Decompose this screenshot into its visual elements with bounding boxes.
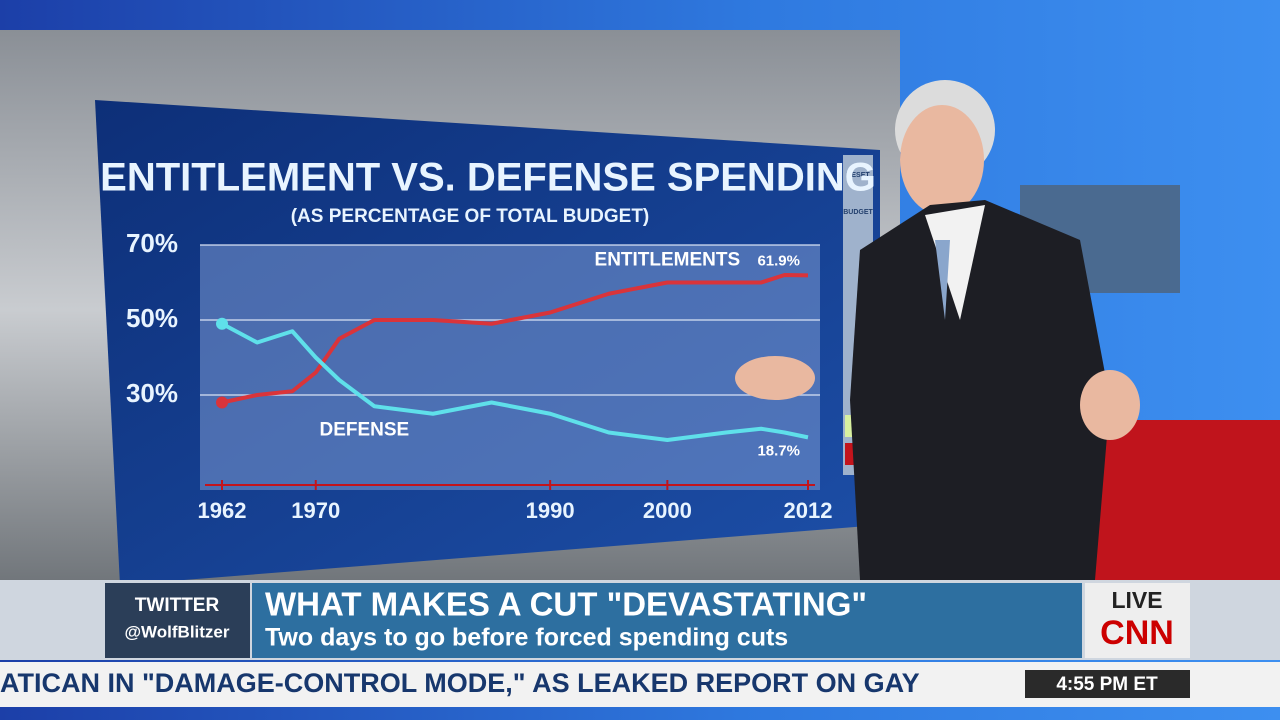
- tie: [935, 240, 950, 320]
- live-label: LIVE: [1111, 587, 1162, 613]
- series-label: ENTITLEMENTS: [595, 250, 741, 271]
- start-dot: [216, 396, 228, 409]
- plot-area: [200, 245, 820, 490]
- x-tick-label: 2012: [784, 498, 833, 523]
- face: [900, 105, 984, 215]
- x-tick-label: 1990: [526, 498, 575, 523]
- y-tick-label: 70%: [126, 228, 178, 258]
- twitter-box: [105, 583, 250, 658]
- x-tick-label: 1962: [198, 498, 247, 523]
- shirt: [925, 205, 985, 320]
- subhead: Two days to go before forced spending cu…: [265, 624, 788, 652]
- hand: [1080, 370, 1140, 440]
- button-label[interactable]: BUDGET: [843, 209, 873, 216]
- x-tick-label: 2000: [643, 498, 692, 523]
- y-tick-label: 30%: [126, 378, 178, 408]
- value-label: 61.9%: [757, 252, 800, 269]
- hand: [735, 356, 815, 400]
- headline: WHAT MAKES A CUT "DEVASTATING": [265, 586, 867, 623]
- ticker: ATICAN IN "DAMAGE-CONTROL MODE," AS LEAK…: [0, 668, 920, 698]
- chart-subtitle: (AS PERCENTAGE OF TOTAL BUDGET): [291, 206, 650, 227]
- network-logo: CNN: [1100, 614, 1174, 652]
- y-tick-label: 50%: [126, 303, 178, 333]
- button-label[interactable]: RESET: [846, 172, 870, 179]
- clock: 4:55 PM ET: [1056, 674, 1158, 695]
- clock-box: [1025, 670, 1190, 698]
- start-dot: [216, 317, 228, 330]
- anchor: [735, 80, 1140, 580]
- logo-box: [1085, 583, 1190, 658]
- chyron: TWITTER @WolfBlitzer WHAT MAKES A CUT "D…: [0, 580, 1280, 707]
- value-label: 18.7%: [757, 442, 800, 459]
- chart: 30% 50% 70% 1962 1970 1990 2000 2012 61.9% ENTITL…: [126, 228, 833, 523]
- x-tick-label: 1970: [291, 498, 340, 523]
- series-line: [221, 273, 809, 405]
- chart-title: ENTITLEMENT VS. DEFENSE SPENDING: [100, 156, 876, 200]
- series-line: [221, 321, 809, 442]
- twitter-handle: @WolfBlitzer: [124, 622, 229, 641]
- suit: [850, 200, 1110, 580]
- twitter-tag: TWITTER: [135, 595, 220, 616]
- series-label: DEFENSE: [319, 419, 409, 440]
- headline-box: [252, 583, 1082, 658]
